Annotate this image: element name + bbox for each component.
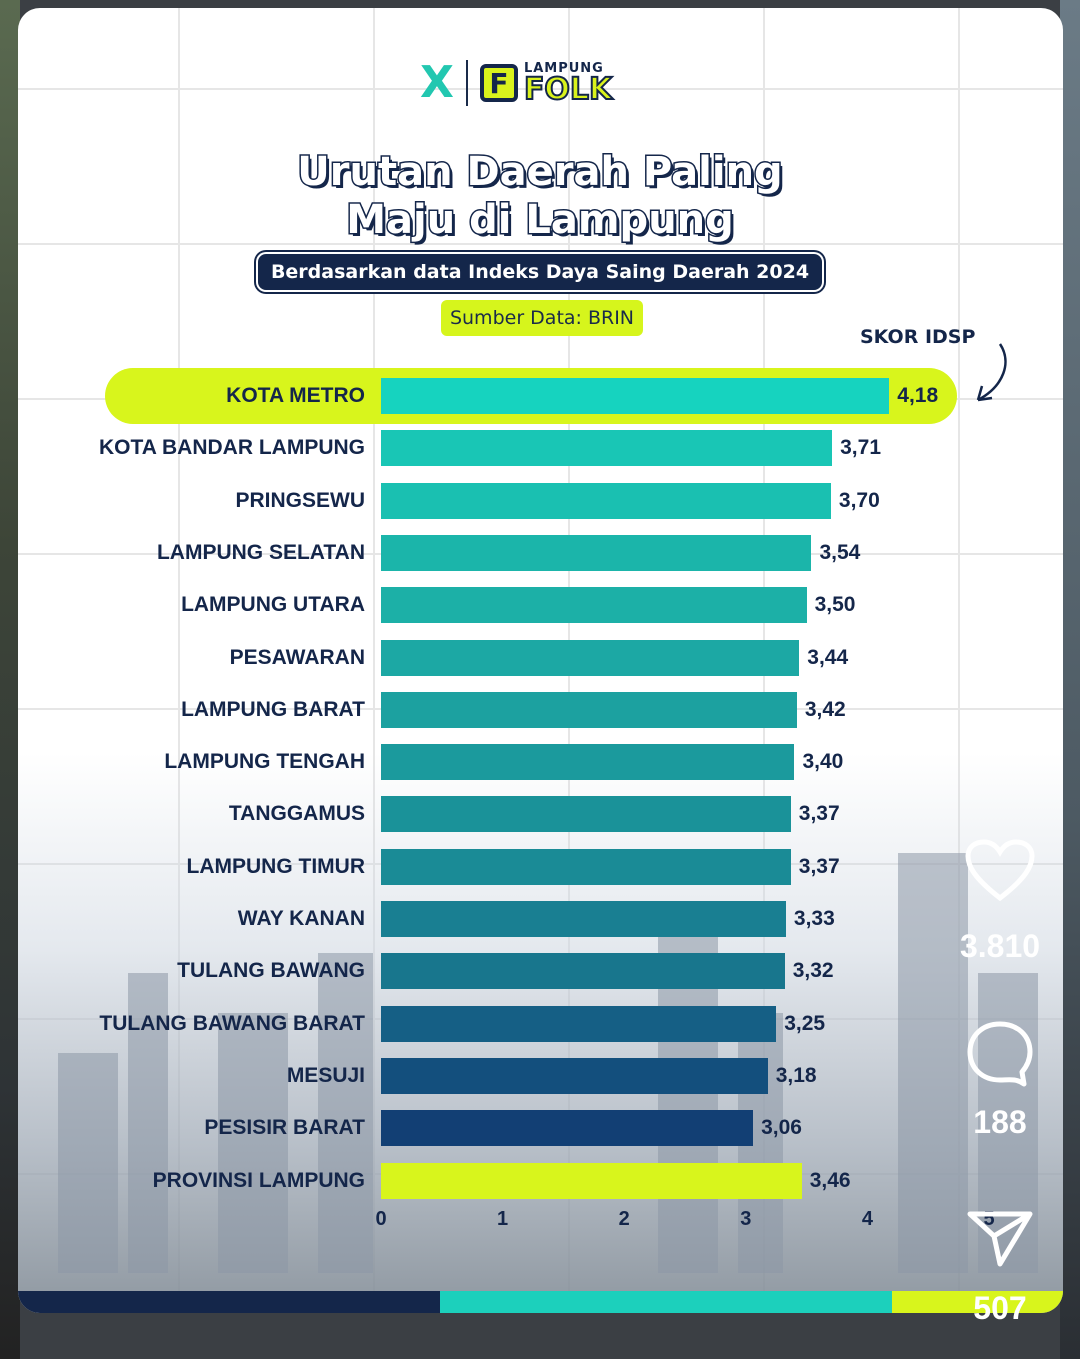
comment-count: 188 — [973, 1104, 1027, 1140]
category-label: LAMPUNG UTARA — [181, 593, 365, 617]
logo: X F LAMPUNG FOLK — [420, 57, 613, 108]
value-label: 3,42 — [804, 697, 846, 721]
x-tick-label: 3 — [740, 1208, 752, 1230]
value-label: 3,37 — [798, 802, 840, 826]
category-label: WAY KANAN — [237, 907, 365, 930]
bar — [381, 744, 795, 781]
category-label: TANGGAMUS — [228, 802, 365, 826]
bar — [381, 534, 812, 571]
category-label: KOTA BANDAR LAMPUNG — [99, 436, 365, 460]
value-label: 3,54 — [819, 540, 861, 564]
comment-icon[interactable] — [964, 1018, 1036, 1090]
like-control[interactable]: 3.810 — [950, 838, 1050, 965]
value-label: 3,37 — [798, 854, 840, 878]
logo-mark-icon: X — [420, 57, 454, 108]
value-label: 3,44 — [807, 645, 849, 669]
category-label: TULANG BAWANG — [177, 959, 365, 983]
category-label: PROVINSI LAMPUNG — [152, 1168, 365, 1192]
send-icon[interactable] — [964, 1206, 1036, 1270]
brand-top-text: LAMPUNG — [523, 60, 604, 76]
value-label: 3,50 — [814, 593, 856, 617]
value-label: 3,46 — [809, 1168, 851, 1192]
bar — [381, 953, 785, 990]
background-right — [1060, 0, 1080, 1359]
share-count: 507 — [973, 1290, 1027, 1326]
value-header: SKOR IDSP — [860, 326, 976, 348]
brand-bottom-text: FOLK — [523, 71, 613, 107]
value-label: 3,32 — [792, 959, 834, 983]
share-control[interactable]: 507 — [950, 1206, 1050, 1327]
category-label: KOTA METRO — [226, 384, 365, 407]
category-label: PESAWARAN — [229, 645, 365, 669]
bar — [381, 848, 791, 885]
category-label: PESISIR BARAT — [204, 1116, 365, 1140]
bar — [381, 691, 797, 728]
category-label: PRINGSEWU — [235, 488, 365, 512]
value-label: 3,25 — [784, 1011, 826, 1035]
source-badge: Sumber Data: BRIN — [441, 300, 643, 336]
infographic-card — [18, 8, 1063, 1313]
value-label: 3,70 — [838, 488, 880, 512]
bar — [381, 901, 786, 937]
bar — [381, 1057, 768, 1094]
category-label: LAMPUNG TENGAH — [164, 750, 365, 774]
title-line-2: Maju di Lampung — [345, 196, 736, 245]
bar — [381, 482, 831, 519]
x-tick-label: 2 — [618, 1208, 630, 1230]
bar — [381, 1110, 754, 1147]
bottom-color-bar — [18, 1291, 1063, 1313]
category-label: MESUJI — [286, 1063, 365, 1087]
value-label: 3,18 — [775, 1063, 817, 1087]
x-tick-label: 0 — [375, 1208, 387, 1230]
bar — [381, 430, 833, 467]
brand-f-icon: F — [479, 64, 518, 102]
city-skyline-background — [18, 753, 1063, 1313]
bar — [381, 1162, 802, 1199]
like-count: 3.810 — [959, 928, 1041, 964]
value-label: 3,40 — [802, 750, 844, 774]
x-tick-label: 1 — [497, 1208, 509, 1230]
category-label: TULANG BAWANG BARAT — [99, 1011, 365, 1035]
comment-control[interactable]: 188 — [950, 1018, 1050, 1141]
x-tick-label: 4 — [861, 1208, 873, 1230]
category-label: LAMPUNG TIMUR — [186, 854, 365, 878]
heart-icon[interactable] — [964, 838, 1036, 902]
bar — [381, 639, 800, 676]
value-label: 4,18 — [897, 384, 939, 407]
bar — [381, 587, 807, 624]
title-line-1: Urutan Daerah Paling — [296, 148, 784, 197]
bar — [381, 378, 890, 414]
logo-divider — [465, 60, 468, 106]
background-left — [0, 0, 20, 1359]
curved-arrow-icon — [976, 343, 1007, 402]
value-label: 3,33 — [793, 907, 835, 930]
x-tick-label: 5 — [983, 1208, 995, 1230]
bar — [381, 1005, 777, 1042]
brand-logo: F LAMPUNG FOLK — [479, 60, 613, 107]
value-label: 3,06 — [761, 1116, 802, 1140]
category-label: LAMPUNG BARAT — [181, 697, 365, 721]
subtitle-banner: Berdasarkan data Indeks Daya Saing Daera… — [258, 254, 822, 290]
page-title: Urutan Daerah Paling Maju di Lampung — [0, 148, 1080, 245]
category-label: LAMPUNG SELATAN — [156, 540, 365, 564]
bar — [381, 796, 791, 833]
value-label: 3,71 — [840, 436, 881, 460]
